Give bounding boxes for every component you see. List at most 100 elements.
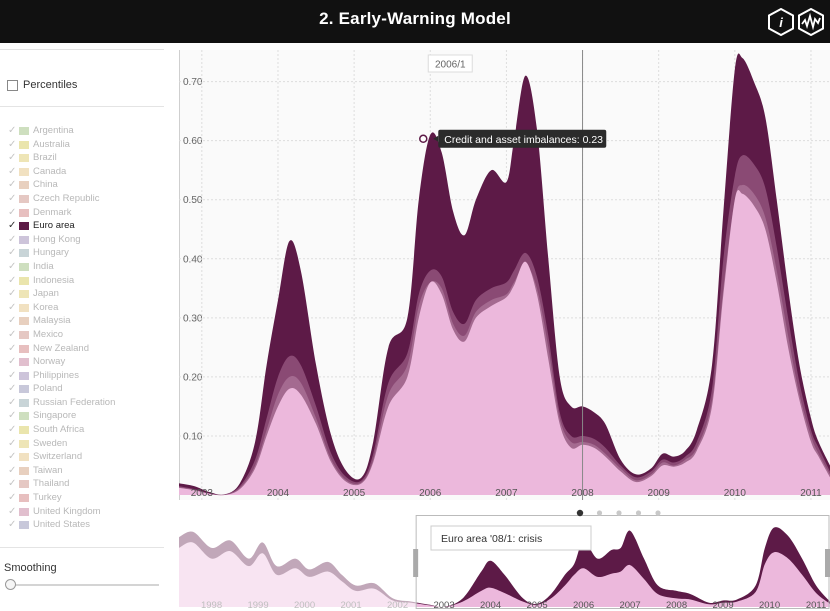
- y-tick-label: 0.40: [183, 254, 203, 265]
- overview-x-tick-label: 2010: [759, 600, 780, 609]
- overview-x-tick-label: 2006: [573, 600, 594, 609]
- y-tick-label: 0.30: [183, 313, 203, 324]
- checkmark-icon: ✓: [8, 125, 17, 136]
- color-swatch: [19, 344, 29, 353]
- country-label: United Kingdom: [33, 505, 101, 517]
- smoothing-slider-track[interactable]: [7, 584, 159, 586]
- country-label: India: [33, 260, 54, 272]
- country-label: China: [33, 179, 58, 191]
- checkmark-icon: ✓: [8, 274, 17, 286]
- checkmark-icon: ✓: [8, 424, 17, 436]
- pager-dot[interactable]: [576, 509, 584, 517]
- x-tick-label: 2005: [343, 488, 366, 499]
- checkmark-icon: ✓: [8, 464, 17, 476]
- tooltip-box: [438, 129, 607, 148]
- percentiles-toggle[interactable]: Percentiles: [7, 79, 77, 91]
- color-swatch: [19, 167, 29, 176]
- brush-handle-left[interactable]: [413, 549, 419, 577]
- overview-chart[interactable]: 1998199920002001200220032004200520062007…: [179, 515, 830, 609]
- main-chart[interactable]: 0.10 0.20 0.30 0.40 0.50 0.60 0.70 2003 2004 2005…: [179, 50, 830, 500]
- x-tick-label: 2009: [648, 488, 671, 499]
- pager-dot[interactable]: [655, 510, 661, 516]
- country-label: Japan: [33, 288, 59, 300]
- series-area: [179, 190, 830, 496]
- pager-dot[interactable]: [596, 510, 603, 516]
- pager-dot[interactable]: [616, 510, 622, 516]
- overview-tooltip-text: Euro area '08/1: crisis: [441, 533, 542, 545]
- chart-wave-icon[interactable]: [798, 8, 824, 36]
- info-icon-label: i: [779, 15, 783, 30]
- color-swatch: [19, 154, 29, 163]
- info-icon[interactable]: i: [768, 8, 794, 36]
- country-label: Indonesia: [33, 274, 75, 286]
- hover-point[interactable]: [419, 134, 428, 144]
- smoothing-label: Smoothing: [4, 562, 57, 574]
- color-swatch: [19, 453, 29, 462]
- divider: [0, 106, 164, 107]
- x-tick-label: 2010: [724, 488, 747, 499]
- color-swatch: [19, 466, 29, 475]
- overview-x-tick-label: 2005: [526, 600, 547, 609]
- checkmark-icon: ✓: [8, 152, 17, 164]
- country-label: United States: [33, 519, 91, 531]
- country-label: Philippines: [33, 369, 79, 381]
- overview-x-tick-label: 2009: [712, 600, 733, 609]
- color-swatch: [19, 303, 29, 312]
- y-tick-label: 0.20: [183, 372, 203, 383]
- checkmark-icon: ✓: [8, 288, 17, 300]
- y-tick-label: 0.50: [183, 195, 203, 206]
- color-swatch: [19, 235, 29, 244]
- color-swatch: [19, 480, 29, 489]
- color-swatch: [19, 385, 29, 394]
- color-swatch: [19, 276, 29, 285]
- checkmark-icon: ✓: [8, 410, 17, 422]
- overview-x-tick-label: 2007: [619, 600, 640, 609]
- checkmark-icon: ✓: [8, 383, 17, 395]
- checkmark-icon: ✓: [8, 247, 17, 259]
- y-tick-label: 0.10: [183, 431, 203, 442]
- country-label: Thailand: [33, 478, 70, 490]
- country-label: Czech Republic: [33, 192, 100, 204]
- country-label: Denmark: [33, 206, 72, 218]
- percentiles-checkbox[interactable]: [7, 79, 18, 91]
- brush-handle-right[interactable]: [825, 549, 830, 577]
- country-label: Canada: [33, 165, 67, 177]
- cursor-date-box: [427, 54, 473, 73]
- series-area: [179, 53, 830, 496]
- overview-x-tick-label: 2008: [666, 600, 687, 609]
- country-label: Malaysia: [33, 315, 71, 327]
- cursor-date-label: 2006/1: [435, 60, 466, 71]
- country-label: Brazil: [33, 152, 57, 164]
- divider: [0, 547, 164, 548]
- color-swatch: [19, 208, 29, 217]
- checkmark-icon: ✓: [8, 165, 17, 177]
- pager: [576, 509, 661, 517]
- color-swatch: [19, 194, 29, 203]
- pager-dot[interactable]: [635, 510, 642, 516]
- divider: [0, 49, 164, 50]
- x-tick-label: 2011: [800, 488, 822, 499]
- color-swatch: [19, 521, 29, 530]
- checkmark-icon: ✓: [8, 505, 17, 517]
- country-label: Hungary: [33, 247, 69, 259]
- checkmark-icon: ✓: [8, 396, 17, 408]
- country-label: Hong Kong: [33, 233, 81, 245]
- country-label: Euro area: [33, 220, 75, 232]
- country-label: Turkey: [33, 492, 62, 504]
- checkmark-icon: ✓: [8, 342, 17, 354]
- color-swatch: [19, 290, 29, 299]
- x-tick-label: 2007: [495, 488, 518, 499]
- brush-outside-mask: [179, 515, 417, 609]
- color-swatch: [19, 140, 29, 149]
- color-swatch: [19, 358, 29, 367]
- sidebar: Percentiles ✓ Argentina ✓ Australia ✓ Brazil ✓…: [0, 43, 166, 611]
- overview-x-tick-label: 2004: [480, 600, 501, 609]
- country-label: Australia: [33, 138, 70, 150]
- x-tick-label: 2003: [191, 488, 214, 499]
- overview-x-tick-label: 2003: [433, 600, 454, 609]
- checkmark-icon: ✓: [8, 356, 17, 368]
- title-bar: 2. Early-Warning Model i: [0, 0, 830, 43]
- checkmark-icon: ✓: [8, 478, 17, 490]
- checkmark-icon: ✓: [8, 492, 17, 504]
- smoothing-slider-handle[interactable]: [5, 579, 16, 590]
